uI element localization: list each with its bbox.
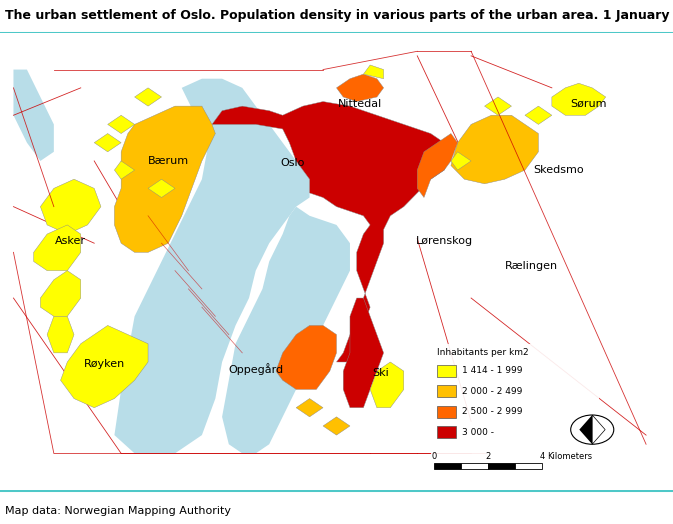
Polygon shape xyxy=(114,161,135,179)
Text: 3 000 -: 3 000 - xyxy=(462,428,495,437)
Polygon shape xyxy=(13,70,54,161)
Polygon shape xyxy=(592,415,605,444)
Bar xyxy=(437,427,456,438)
Polygon shape xyxy=(336,74,384,102)
Text: Rælingen: Rælingen xyxy=(505,261,558,271)
Text: Bærum: Bærum xyxy=(147,156,189,166)
FancyBboxPatch shape xyxy=(431,344,599,456)
Polygon shape xyxy=(175,270,202,289)
Polygon shape xyxy=(552,83,606,115)
Bar xyxy=(434,463,461,470)
Polygon shape xyxy=(212,102,451,362)
Text: Lørenskog: Lørenskog xyxy=(416,236,472,246)
Bar xyxy=(515,463,542,470)
Text: The urban settlement of Oslo. Population density in various parts of the urban a: The urban settlement of Oslo. Population… xyxy=(5,9,673,23)
Polygon shape xyxy=(47,316,74,353)
Polygon shape xyxy=(222,206,350,453)
Bar xyxy=(437,385,456,397)
Text: 1 414 - 1 999: 1 414 - 1 999 xyxy=(462,366,523,375)
Text: Inhabitants per km2: Inhabitants per km2 xyxy=(437,348,529,357)
Text: Oslo: Oslo xyxy=(281,158,305,168)
Bar xyxy=(488,463,515,470)
Polygon shape xyxy=(61,325,148,408)
Text: 2 000 - 2 499: 2 000 - 2 499 xyxy=(462,387,523,396)
Text: 0: 0 xyxy=(431,452,437,461)
Polygon shape xyxy=(485,97,511,115)
Polygon shape xyxy=(276,325,336,389)
Polygon shape xyxy=(370,362,404,408)
Polygon shape xyxy=(296,399,323,417)
Polygon shape xyxy=(40,270,81,316)
Text: Skedsmo: Skedsmo xyxy=(533,165,584,175)
Polygon shape xyxy=(135,88,162,106)
Polygon shape xyxy=(363,65,384,79)
Bar xyxy=(437,406,456,418)
Text: 2: 2 xyxy=(485,452,491,461)
Text: Kilometers: Kilometers xyxy=(547,452,592,461)
Text: Sørum: Sørum xyxy=(571,99,607,109)
Polygon shape xyxy=(67,353,94,380)
Polygon shape xyxy=(343,298,384,408)
Polygon shape xyxy=(202,243,229,261)
Polygon shape xyxy=(114,106,215,253)
Polygon shape xyxy=(229,225,256,243)
Polygon shape xyxy=(323,417,350,435)
Text: Ski: Ski xyxy=(372,368,388,378)
Polygon shape xyxy=(94,134,121,152)
Polygon shape xyxy=(525,106,552,124)
Text: Nittedal: Nittedal xyxy=(338,99,382,109)
Text: Map data: Norwegian Mapping Authority: Map data: Norwegian Mapping Authority xyxy=(5,506,232,516)
Text: 2 500 - 2 999: 2 500 - 2 999 xyxy=(462,407,523,416)
Text: Røyken: Røyken xyxy=(83,359,125,369)
Polygon shape xyxy=(451,152,471,170)
Bar xyxy=(437,365,456,377)
Polygon shape xyxy=(579,415,592,444)
Polygon shape xyxy=(34,225,81,270)
Text: Asker: Asker xyxy=(55,236,86,246)
Text: 4: 4 xyxy=(539,452,544,461)
Text: Oppegård: Oppegård xyxy=(228,363,283,375)
Polygon shape xyxy=(417,134,458,198)
Bar xyxy=(461,463,488,470)
Polygon shape xyxy=(40,179,101,234)
Polygon shape xyxy=(451,115,538,184)
Polygon shape xyxy=(114,79,310,453)
Polygon shape xyxy=(148,179,175,198)
Polygon shape xyxy=(108,115,135,134)
